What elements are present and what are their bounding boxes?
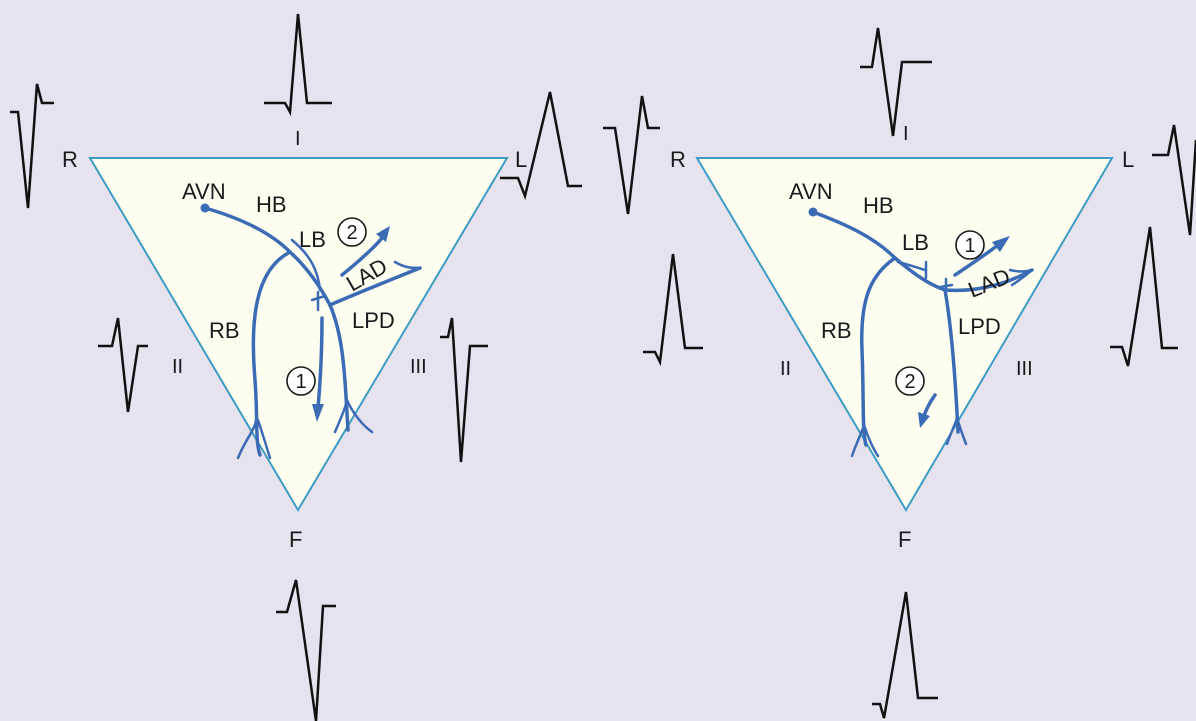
ecg-avf [872, 591, 938, 719]
label-hb: HB [863, 193, 894, 218]
step-1-arrowhead [312, 404, 324, 422]
label-avn: AVN [789, 179, 833, 204]
einthoven-triangle [88, 157, 509, 512]
step-2-number: 2 [904, 371, 915, 393]
step-1-marker [286, 366, 316, 396]
left-bundle-outer-path [290, 238, 322, 292]
label-hb: HB [256, 192, 287, 217]
ecg-lead-i [264, 13, 332, 117]
lead-ii-label: II [780, 358, 791, 380]
vertex-l: L [1122, 147, 1134, 172]
left-posterior-division-path [328, 303, 350, 432]
step-1-number: 1 [964, 235, 975, 257]
conduction-system [808, 207, 1034, 458]
lead-ii-label: II [172, 356, 183, 378]
lead-iii-label: III [410, 356, 427, 378]
lpd-fan [945, 416, 968, 446]
ecg-lead-iii [1110, 226, 1178, 367]
vertex-l: L [515, 147, 527, 172]
ecg-lead-ii [98, 317, 148, 413]
ecg-avr [10, 83, 54, 209]
right-bundle-fan [236, 418, 272, 460]
step-2-number: 2 [346, 222, 357, 244]
step-1-arrowhead [992, 236, 1010, 252]
label-rb: RB [821, 318, 852, 343]
lead-i-label: I [903, 123, 909, 145]
ecg-lead-ii [643, 253, 703, 367]
step-1-arrow [316, 316, 324, 410]
ecg-avl [1152, 124, 1196, 236]
vertex-r: R [670, 147, 686, 172]
label-lb: LB [902, 230, 929, 255]
label-avn: AVN [182, 179, 226, 204]
label-rb: RB [209, 318, 240, 343]
left-bundle-block-path [896, 260, 927, 272]
label-lpd: LPD [958, 314, 1001, 339]
lpd-fan [333, 398, 374, 434]
left-bundle-path [288, 250, 332, 307]
step-2-arrowhead [918, 412, 930, 428]
step-2-arrow [340, 236, 384, 277]
his-bundle-path [811, 210, 897, 260]
conduction-system [200, 203, 422, 460]
einthoven-triangle [695, 157, 1114, 512]
label-lb: LB [299, 227, 326, 252]
right-bundle-fan [850, 423, 880, 458]
lead-iii-label: III [1016, 358, 1033, 380]
lead-i-label: I [295, 128, 301, 150]
his-bundle-path [203, 206, 292, 254]
lad-fan [1008, 268, 1034, 287]
vertex-f: F [289, 527, 302, 552]
panel-left: R L F I II III AVN HB LB RB LP [10, 13, 582, 721]
step-1-number: 1 [295, 371, 306, 393]
lad-fan [393, 260, 422, 280]
step-1-arrow [953, 243, 1000, 277]
panel-right: R L F I II III AVN HB LB RB [603, 27, 1196, 719]
step-2-marker [895, 366, 925, 396]
right-bundle-path [251, 250, 292, 457]
step-1-marker [955, 230, 985, 260]
label-lpd: LPD [352, 308, 395, 333]
vertex-f: F [898, 527, 911, 552]
ecg-avl [500, 91, 582, 201]
ecg-avr [603, 95, 660, 215]
vertex-r: R [62, 147, 78, 172]
step-2-arrowhead [376, 226, 390, 242]
ecg-avf [276, 579, 336, 721]
ecg-lead-i [860, 27, 932, 137]
left-anterior-division-path [943, 268, 1034, 293]
ecg-lead-iii [440, 317, 488, 463]
step-2-marker [337, 217, 367, 247]
